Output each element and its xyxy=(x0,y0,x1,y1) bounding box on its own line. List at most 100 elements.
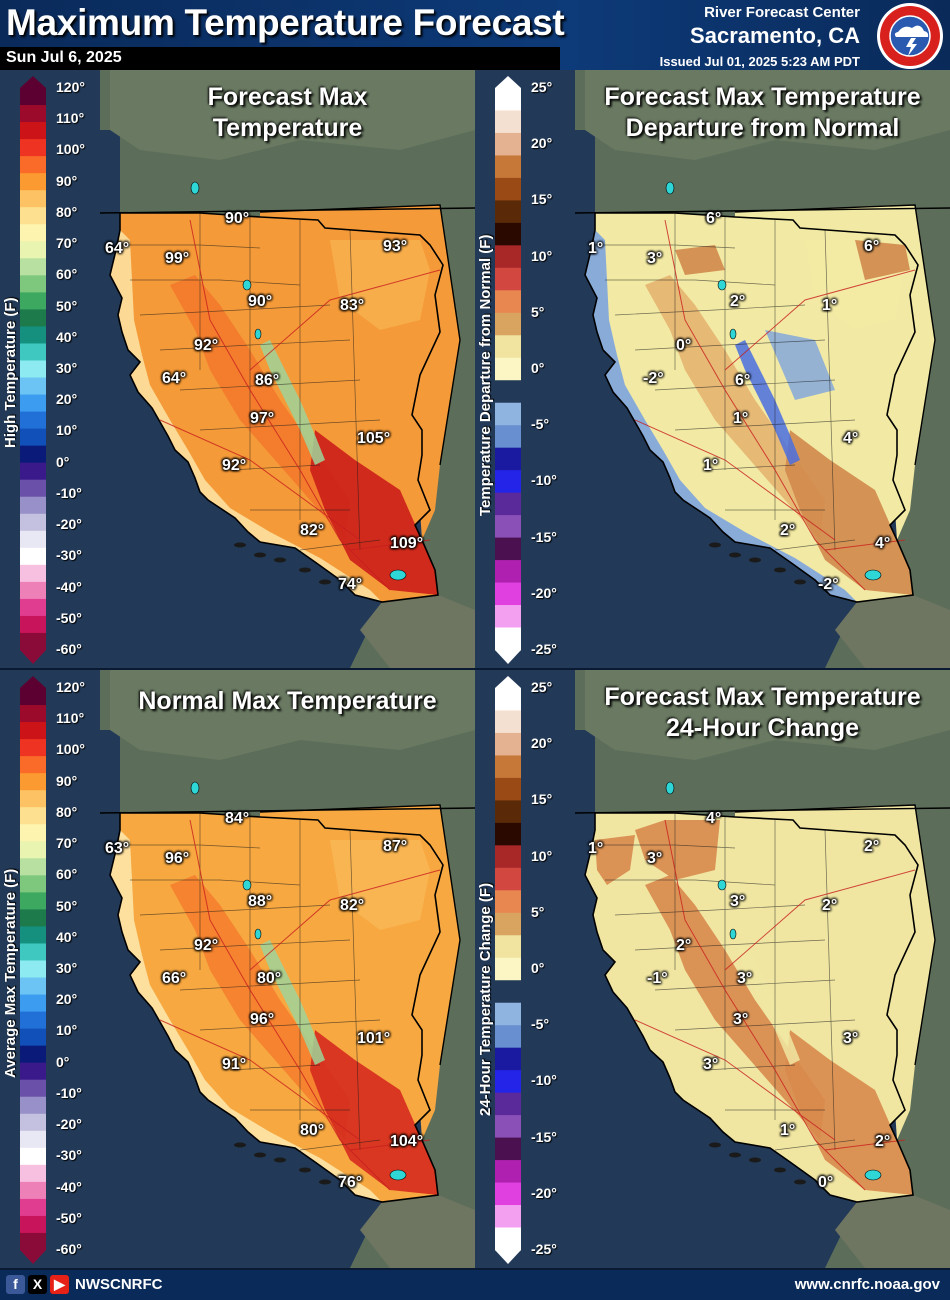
legend-swatch xyxy=(495,222,521,246)
legend-tick-label: -25° xyxy=(531,641,557,657)
coastal-band xyxy=(585,830,857,1202)
youtube-icon[interactable]: ▶ xyxy=(50,1275,69,1294)
temperature-label: 2° xyxy=(730,293,746,310)
legend-swatch xyxy=(495,132,521,156)
legend-tick-label: 110° xyxy=(56,710,85,727)
coastal-band xyxy=(110,830,382,1202)
legend-swatch xyxy=(495,935,521,959)
legend-tick-label: -10° xyxy=(56,484,82,501)
temperature-label: 76° xyxy=(338,1174,363,1191)
temperature-label: 2° xyxy=(875,1133,891,1150)
legend-tick-label: 15° xyxy=(531,791,553,808)
legend-swatch xyxy=(20,960,46,979)
forecast-max-map[interactable]: Forecast Max Temperature xyxy=(100,70,475,668)
county-lines xyxy=(595,213,856,551)
temperature-label: 2° xyxy=(676,937,692,954)
legend-swatch xyxy=(495,402,521,426)
change-colorbar xyxy=(495,676,521,1264)
website-link[interactable]: www.cnrfc.noaa.gov xyxy=(794,1276,940,1293)
legend-swatch xyxy=(20,445,46,464)
lake-shasta xyxy=(665,781,675,795)
california-border xyxy=(109,212,444,603)
lake-almanor xyxy=(717,879,727,891)
legend-swatch xyxy=(20,258,46,276)
legend-swatch xyxy=(495,755,521,779)
county-lines xyxy=(120,213,381,551)
lake-almanor xyxy=(242,879,252,891)
temperature-label: 3° xyxy=(733,1011,749,1028)
legend-swatch xyxy=(495,88,521,111)
legend-swatch xyxy=(20,190,46,208)
legend-tick-label: 70° xyxy=(56,835,78,852)
channel-island xyxy=(299,1167,311,1173)
channel-island xyxy=(299,567,311,573)
legend-swatch xyxy=(20,1096,46,1115)
legend-swatch xyxy=(20,1011,46,1030)
temperature-label: 92° xyxy=(194,937,219,954)
legend-tick-label: 20° xyxy=(531,135,553,152)
nevada-region xyxy=(260,805,460,1140)
change-map[interactable]: Forecast Max Temperature 24-Hour Change xyxy=(575,670,950,1268)
nevada-region xyxy=(735,205,935,540)
social-handle[interactable]: NWSCNRFC xyxy=(75,1276,163,1293)
temperature-label: 109° xyxy=(390,535,424,552)
salton-sea xyxy=(389,569,407,581)
legend-swatch xyxy=(495,957,521,981)
temperature-label: 74° xyxy=(338,576,363,593)
departure-map[interactable]: Forecast Max Temperature Departure from N… xyxy=(575,70,950,668)
legend-swatch xyxy=(20,360,46,379)
legend-swatch xyxy=(495,867,521,891)
legend-tick-label: 20° xyxy=(531,735,553,752)
channel-island xyxy=(749,1157,761,1163)
legend-tick-label: -10° xyxy=(56,1084,82,1101)
temperature-label: 90° xyxy=(225,210,250,227)
panel-title-line: Normal Max Temperature xyxy=(138,687,437,715)
x-icon[interactable]: X xyxy=(28,1275,47,1294)
panel-title-line: 24-Hour Change xyxy=(665,714,860,742)
legend-swatch xyxy=(495,845,521,869)
legend-arrow-top xyxy=(495,76,521,88)
nevada-region xyxy=(260,205,460,540)
normal-max-map[interactable]: Normal Max Temperature xyxy=(100,670,475,1268)
legend-swatch xyxy=(495,732,521,756)
desert-region xyxy=(310,1030,438,1195)
legend-swatch xyxy=(20,156,46,174)
facebook-icon[interactable]: f xyxy=(6,1275,25,1294)
legend-swatch xyxy=(20,394,46,413)
central-valley xyxy=(645,875,825,1140)
legend-tick-label: 90° xyxy=(56,172,78,189)
page-title: Maximum Temperature Forecast xyxy=(6,2,565,43)
legend-tick-label: 0° xyxy=(531,960,545,976)
temperature-label: 93° xyxy=(383,238,408,255)
temperature-label: 96° xyxy=(250,1011,275,1028)
temperature-label: 0° xyxy=(818,1174,834,1191)
legend-swatch xyxy=(20,1181,46,1200)
temperature-label: 101° xyxy=(357,1030,391,1047)
terrain-mexico xyxy=(360,1195,475,1268)
legend-swatch xyxy=(20,428,46,447)
legend-swatch xyxy=(20,926,46,944)
legend-swatch xyxy=(495,200,521,224)
california-border xyxy=(584,812,919,1203)
terrain-north xyxy=(585,70,950,160)
temperature-label: 105° xyxy=(357,430,391,447)
panel-title-line: Forecast Max Temperature xyxy=(604,683,921,711)
nws-logo[interactable] xyxy=(876,2,944,70)
temperature-label: 4° xyxy=(875,535,891,552)
legend-tick-label: 30° xyxy=(56,960,78,976)
channel-island xyxy=(774,1167,786,1173)
temperature-label: 2° xyxy=(822,897,838,914)
legend-swatch xyxy=(495,1182,521,1206)
office-location: Sacramento, CA xyxy=(690,23,860,48)
legend-tick-label: -20° xyxy=(531,1184,557,1201)
legend-tick-label: 120° xyxy=(56,79,85,95)
nevada-region xyxy=(735,805,935,1140)
legend-tick-label: -50° xyxy=(56,1209,82,1226)
channel-island xyxy=(319,1179,331,1185)
legend-swatch xyxy=(20,105,46,123)
legend-swatch xyxy=(20,411,46,430)
channel-island xyxy=(774,567,786,573)
legend-tick-label: 100° xyxy=(56,741,85,758)
temperature-label: 1° xyxy=(588,840,604,857)
oregon-border xyxy=(575,807,950,814)
